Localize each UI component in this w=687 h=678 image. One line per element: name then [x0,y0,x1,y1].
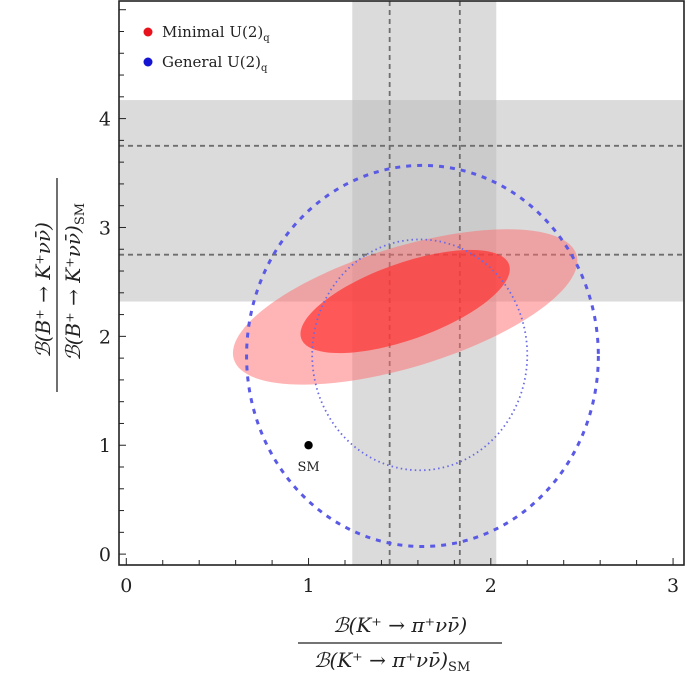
legend: Minimal U(2)q General U(2)q [143,23,270,74]
svg-text:General U(2)q: General U(2)q [162,53,268,74]
x-axis-title-numerator: ℬ(K⁺ → π⁺νν̄) [333,613,467,637]
y-tick-label: 3 [99,217,111,239]
legend-marker-minimal [143,27,153,37]
svg-text:ℬ(B⁺ → K⁺νν̄)SM: ℬ(B⁺ → K⁺νν̄)SM [61,203,88,361]
general-u2q-outer [245,163,600,548]
svg-text:ℬ(K⁺ → π⁺νν̄)SM: ℬ(K⁺ → π⁺νν̄)SM [314,648,471,675]
x-tick-label: 2 [485,575,497,597]
x-tick-label: 3 [667,575,679,597]
tick-labels: 0 1 2 3 0 1 2 3 4 [99,109,679,597]
x-tick-label: 0 [120,575,132,597]
point-sm [304,441,313,450]
legend-sub-general: q [261,63,268,74]
y-axis-title: ℬ(B⁺ → K⁺νν̄) ℬ(B⁺ → K⁺νν̄)SM [31,178,88,392]
y-tick-label: 4 [99,109,111,131]
minimal-u2q-inner [300,249,510,354]
y-axis-title-numerator: ℬ(B⁺ → K⁺νν̄) [31,222,55,358]
legend-sub-minimal: q [263,33,270,44]
x-tick-label: 1 [303,575,315,597]
points: SM [297,441,320,475]
x-axis-title: ℬ(K⁺ → π⁺νν̄) ℬ(K⁺ → π⁺νν̄)SM [298,613,502,675]
plot-frame [118,0,685,566]
ticks [119,9,674,565]
y-tick-label: 1 [99,435,111,457]
legend-label-general: General U(2) [162,53,261,71]
y-tick-label: 2 [99,326,111,348]
legend-entry-general: General U(2)q [143,53,268,74]
y-axis-title-denominator: ℬ(B⁺ → K⁺νν̄) [61,225,85,361]
legend-entry-minimal: Minimal U(2)q [143,23,270,44]
legend-marker-general [143,57,153,67]
x-axis-title-denominator: ℬ(K⁺ → π⁺νν̄) [314,648,448,672]
legend-label-minimal: Minimal U(2) [162,23,263,41]
y-axis-title-denominator-sub: SM [73,203,88,225]
y-tick-label: 0 [99,544,111,566]
general-u2q-inner [311,238,529,472]
point-label-sm: SM [297,460,319,475]
svg-text:Minimal U(2)q: Minimal U(2)q [162,23,270,44]
regions [232,163,600,548]
x-axis-title-denominator-sub: SM [448,660,470,675]
